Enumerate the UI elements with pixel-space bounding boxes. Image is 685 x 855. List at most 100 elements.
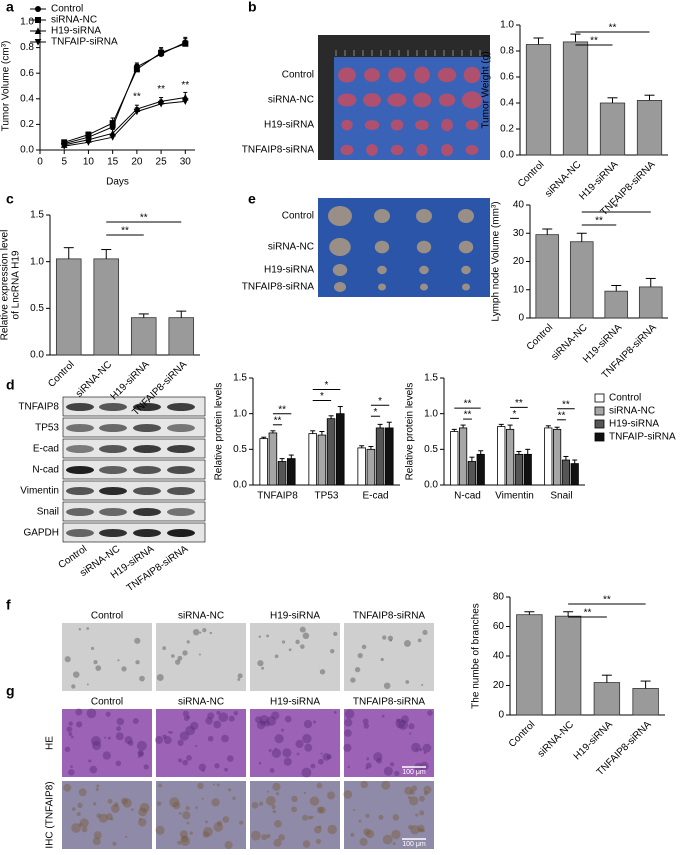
x-tick-label: TP53 <box>315 491 339 502</box>
tumor <box>437 67 457 83</box>
blot-band <box>66 508 94 516</box>
tissue-texture <box>344 718 353 727</box>
blot-band <box>99 508 127 516</box>
bar <box>525 44 552 156</box>
lymph-node <box>329 238 351 256</box>
tissue-texture <box>207 735 214 742</box>
blot-band <box>99 466 127 474</box>
image-row-label: HE <box>45 736 56 750</box>
y-tick-label: 0.5 <box>233 444 247 455</box>
tissue-texture <box>178 758 183 763</box>
tissue-texture <box>273 838 282 847</box>
cell-cluster <box>117 659 120 662</box>
x-tick-label: Vimentin <box>495 491 534 502</box>
y-tick-label: 40 <box>513 200 525 211</box>
tissue-image <box>344 709 434 777</box>
tissue-texture <box>390 762 395 767</box>
blot-band <box>167 403 195 411</box>
bar <box>287 458 296 486</box>
tissue-texture <box>232 796 236 800</box>
tissue-texture <box>409 789 415 795</box>
tissue-texture <box>266 716 277 726</box>
tumor <box>465 120 479 130</box>
tissue-texture <box>138 751 144 757</box>
tissue-texture <box>78 822 83 827</box>
significance-label: * <box>325 380 329 391</box>
y-tick-label: 0.0 <box>30 350 44 361</box>
blot-band <box>133 424 161 432</box>
significance-label: ** <box>278 404 286 415</box>
tissue-texture <box>155 825 165 835</box>
tumor <box>388 67 406 83</box>
photo-ruler <box>318 35 334 160</box>
lymph-node <box>419 265 429 275</box>
bar <box>569 241 594 319</box>
cell-cluster <box>350 677 356 683</box>
legend-label: TNFAIP-siRNA <box>51 37 118 48</box>
cell-cluster <box>329 648 335 654</box>
cell-cluster <box>403 639 411 647</box>
bar <box>552 428 562 486</box>
scale-bar-label: 100 μm <box>402 841 426 848</box>
tissue-texture <box>391 829 401 840</box>
tissue-texture <box>122 798 132 808</box>
tissue-texture <box>158 783 163 788</box>
legend-label: siRNA-NC <box>609 406 655 417</box>
cell-cluster <box>382 635 387 640</box>
tissue-texture <box>131 808 134 811</box>
tissue-texture <box>221 734 229 743</box>
tissue-texture <box>92 837 101 846</box>
tumor <box>438 93 456 107</box>
y-axis-label: Relative expression level <box>0 230 11 341</box>
tumor <box>461 91 483 109</box>
blot-band <box>167 487 195 495</box>
cell-cluster <box>319 669 326 675</box>
tissue-texture <box>274 819 282 828</box>
blot-band <box>66 529 94 537</box>
tissue-texture <box>137 755 141 758</box>
y-tick-label: 30 <box>513 228 525 239</box>
tissue-image <box>250 709 340 777</box>
y-tick-label: 0.6 <box>20 68 34 79</box>
y-tick-label: 1.0 <box>424 408 438 419</box>
photo-ruler <box>318 35 490 57</box>
tumor <box>465 145 479 155</box>
cell-cluster <box>421 683 424 686</box>
tissue-texture <box>162 734 167 739</box>
tissue-texture <box>275 792 280 796</box>
bar <box>638 286 663 319</box>
significance-label: ** <box>515 398 523 409</box>
tissue-texture <box>261 834 268 841</box>
tissue-texture <box>343 790 353 799</box>
tissue-image <box>156 709 246 777</box>
y-tick-label: 0.8 <box>500 46 514 57</box>
cell-cluster <box>192 628 200 636</box>
tissue-texture <box>177 840 182 845</box>
tissue-texture <box>316 806 324 814</box>
bar <box>336 413 345 486</box>
image-row-label: IHC (TNFAIP8) <box>45 781 56 848</box>
blot-band <box>133 403 161 411</box>
blot-band <box>133 466 161 474</box>
bar <box>561 459 571 486</box>
tissue-texture <box>68 732 73 736</box>
y-tick-label: 1.0 <box>233 408 247 419</box>
tissue-texture <box>185 725 195 736</box>
y-tick-label: 0.5 <box>30 303 44 314</box>
tissue-texture <box>266 833 271 839</box>
tissue-texture <box>79 818 89 828</box>
y-axis-label: Relative protein levels <box>405 383 416 481</box>
tissue-texture <box>258 801 264 806</box>
significance-label: * <box>614 203 618 214</box>
y-tick-label: 1.5 <box>424 373 438 384</box>
tissue-texture <box>359 837 368 846</box>
lymph-node <box>416 209 432 223</box>
tumor <box>441 118 453 132</box>
tissue-texture <box>271 805 276 810</box>
tissue-texture <box>132 718 139 725</box>
y-tick-label: 0.0 <box>500 150 514 161</box>
blot-band <box>99 445 127 453</box>
tissue-texture <box>251 802 259 809</box>
tissue-texture <box>182 710 189 717</box>
